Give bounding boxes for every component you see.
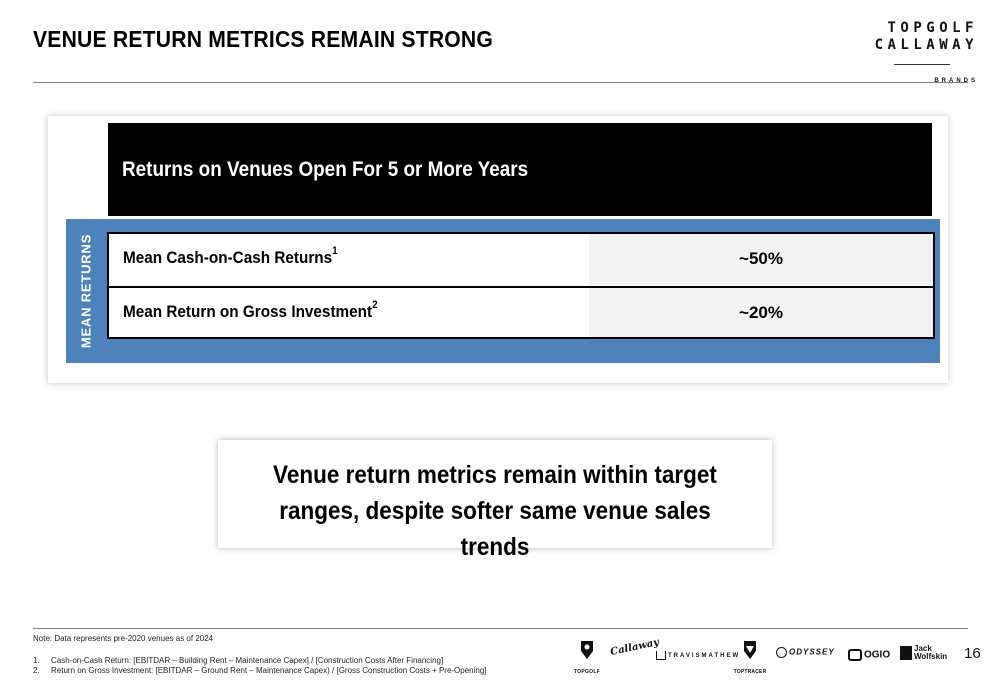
ogio-mark-icon [848, 649, 862, 661]
logo-rule [894, 63, 950, 65]
footnote-ref: 2 [372, 299, 378, 311]
side-label: MEAN RETURNS [78, 233, 94, 349]
brand-logos: TOPGOLF Callaway TRAVISMATHEW TOPTRACER … [570, 636, 950, 675]
odyssey-brand-logo: ODYSSEY [776, 647, 835, 658]
returns-heading: Returns on Venues Open For 5 or More Yea… [122, 158, 529, 181]
page-title: VENUE RETURN METRICS REMAIN STRONG [33, 26, 494, 52]
footnote-1: 1. Cash-on-Cash Return: [EBITDAR – Buildi… [33, 656, 444, 665]
tm-mark-icon [656, 651, 666, 660]
footer-divider [33, 628, 968, 629]
odyssey-ring-icon [776, 647, 787, 658]
topgolf-brand-logo: TOPGOLF [570, 640, 604, 678]
returns-table: Mean Cash-on-Cash Returns1 ~50% Mean Ret… [107, 232, 935, 339]
paw-mark-icon [900, 646, 912, 660]
row-value-cell: ~50% [589, 234, 933, 285]
page-number: 16 [964, 645, 981, 662]
callout-text: Venue return metrics remain within targe… [273, 461, 717, 561]
row-value: ~20% [739, 303, 783, 322]
row-value-cell: ~20% [589, 288, 933, 337]
logo-line-3: BRANDS [934, 77, 978, 84]
topgolf-callaway-logo: TOPGOLF CALLAWAY BRANDS [868, 20, 978, 90]
travismathew-brand-logo: TRAVISMATHEW [656, 651, 740, 660]
row-value: ~50% [739, 249, 783, 268]
callaway-brand-logo: Callaway [609, 636, 661, 659]
footnote-2: 2. Return on Gross Investment: [EBITDAR –… [33, 666, 487, 675]
row-label: Mean Return on Gross Investment2 [123, 299, 378, 321]
toptracer-crest-icon [744, 641, 756, 659]
row-label: Mean Cash-on-Cash Returns1 [123, 245, 338, 267]
table-row: Mean Cash-on-Cash Returns1 ~50% [109, 234, 933, 285]
returns-heading-box: Returns on Venues Open For 5 or More Yea… [108, 123, 932, 216]
data-note: Note: Data represents pre-2020 venues as… [33, 634, 214, 643]
jack-wolfskin-brand-logo: Jack Wolfskin [900, 645, 948, 661]
header-divider [33, 82, 968, 83]
side-label-box: MEAN RETURNS [66, 219, 106, 363]
ogio-brand-logo: OGIO [848, 649, 890, 661]
toptracer-brand-logo: TOPTRACER [732, 640, 768, 678]
table-row: Mean Return on Gross Investment2 ~20% [109, 286, 933, 337]
callout-box: Venue return metrics remain within targe… [218, 440, 772, 561]
logo-line-2: CALLAWAY [874, 37, 978, 53]
logo-line-1: TOPGOLF [887, 20, 978, 36]
topgolf-crest-icon [581, 641, 593, 659]
footnote-ref: 1 [332, 245, 338, 257]
